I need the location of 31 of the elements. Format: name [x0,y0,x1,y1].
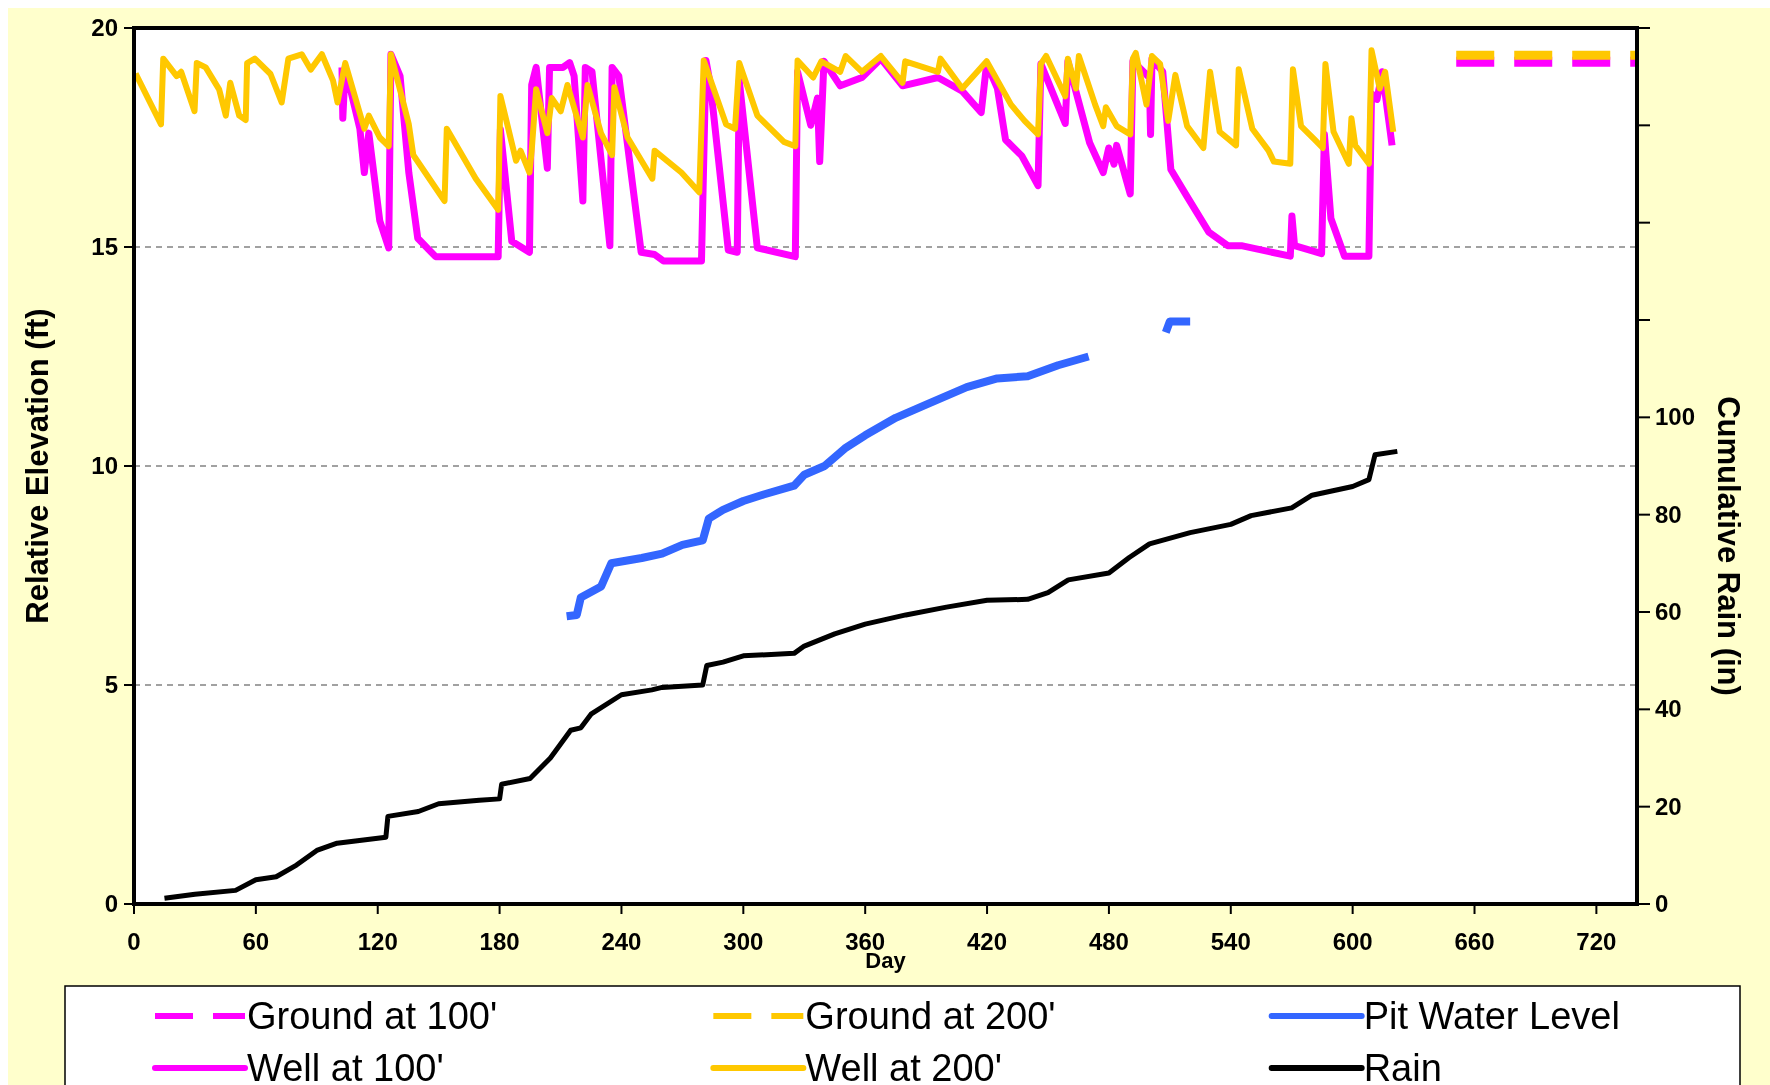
y2-tick-label: 0 [1655,890,1669,917]
legend-label: Ground at 100' [247,995,498,1037]
x-tick-label: 420 [967,928,1008,955]
y-tick-label: 15 [91,233,118,260]
y2-tick-label: 20 [1655,792,1682,820]
y2-tick-label: 60 [1655,598,1682,625]
legend-label: Well at 200' [805,1047,1003,1085]
x-tick-label: 720 [1576,928,1617,955]
x-tick-label: 540 [1210,928,1251,955]
y-tick-label: 0 [104,890,118,917]
x-tick-label: 480 [1088,928,1129,955]
x-tick-label: 240 [601,928,642,955]
y2-tick-label: 40 [1655,695,1682,723]
y-tick-label: 20 [91,14,118,41]
legend-label: Pit Water Level [1363,995,1620,1037]
y-axis-title: Relative Elevation (ft) [20,308,55,624]
legend-label: Well at 100' [247,1047,444,1085]
x-tick-label: 120 [357,928,398,955]
x-tick-label: 180 [479,928,520,955]
x-tick-label: 660 [1454,928,1495,955]
x-tick-label: 60 [242,928,270,955]
y2-tick-label: 80 [1655,500,1682,528]
x-tick-label: 600 [1332,928,1373,955]
legend-label: Ground at 200' [805,995,1056,1037]
y-tick-label: 5 [104,671,118,698]
y2-axis-title: Cumulative Rain (in) [1711,396,1746,696]
x-tick-label: 0 [127,928,141,955]
x-tick-label: 300 [723,928,764,955]
y2-tick-label: 100 [1655,403,1696,431]
y-tick-label: 10 [91,452,118,479]
legend-label: Rain [1363,1047,1442,1085]
